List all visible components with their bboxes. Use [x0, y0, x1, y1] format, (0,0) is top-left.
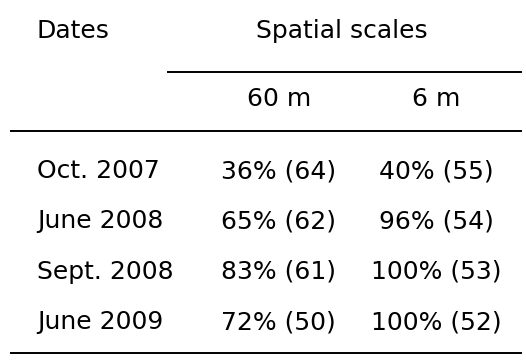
Text: 96% (54): 96% (54) — [379, 210, 494, 233]
Text: 6 m: 6 m — [412, 87, 461, 111]
Text: 83% (61): 83% (61) — [221, 260, 336, 284]
Text: 72% (50): 72% (50) — [221, 310, 336, 334]
Text: 100% (53): 100% (53) — [371, 260, 502, 284]
Text: 40% (55): 40% (55) — [379, 159, 494, 183]
Text: Sept. 2008: Sept. 2008 — [37, 260, 174, 284]
Text: Dates: Dates — [37, 19, 110, 42]
Text: June 2008: June 2008 — [37, 210, 163, 233]
Text: 60 m: 60 m — [247, 87, 311, 111]
Text: Spatial scales: Spatial scales — [256, 19, 428, 42]
Text: 100% (52): 100% (52) — [371, 310, 502, 334]
Text: Oct. 2007: Oct. 2007 — [37, 159, 159, 183]
Text: June 2009: June 2009 — [37, 310, 163, 334]
Text: 65% (62): 65% (62) — [221, 210, 336, 233]
Text: 36% (64): 36% (64) — [221, 159, 336, 183]
